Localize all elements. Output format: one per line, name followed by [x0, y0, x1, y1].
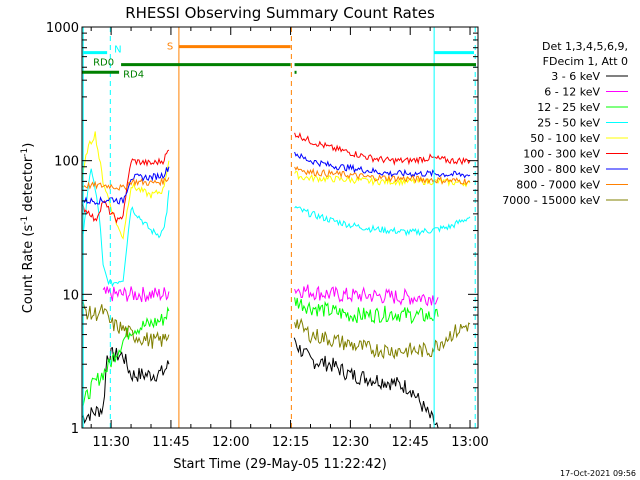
y-tick-label-1: 1 — [71, 422, 79, 437]
chart-title: RHESSI Observing Summary Count Rates — [125, 4, 435, 22]
legend-entry-5: 50 - 100 keV — [530, 132, 600, 145]
y-tick-label-2: 10 — [62, 288, 79, 303]
series-line-1-segment-1 — [81, 346, 170, 424]
series-line-8-segment-2 — [294, 165, 471, 186]
x-tick-label-6: 12:45 — [391, 435, 428, 450]
legend-entry-7: 300 - 800 keV — [523, 163, 600, 176]
series-line-5-segment-1 — [81, 131, 170, 240]
legend-entry-2: 6 - 12 keV — [544, 86, 600, 99]
legend-header-line-1: Det 1,3,4,5,6,9, — [542, 40, 628, 53]
legend-entry-4: 25 - 50 keV — [537, 117, 600, 130]
legend: Det 1,3,4,5,6,9, FDecim 1, Att 0 3 - 6 k… — [502, 40, 628, 207]
flag-label-rd0: RD0 — [93, 58, 114, 69]
flag-label-rd4: RD4 — [123, 69, 144, 80]
x-tick-label-1: 11:30 — [92, 435, 129, 450]
series-line-5-segment-2 — [294, 170, 471, 188]
footer-timestamp: 17-Oct-2021 09:56 — [560, 469, 636, 478]
series-line-7-segment-2 — [294, 151, 471, 179]
legend-entry-8: 800 - 7000 keV — [516, 179, 600, 192]
series-line-2-segment-2 — [294, 284, 439, 307]
x-tick-label-2: 11:45 — [152, 435, 189, 450]
series-line-6-segment-1 — [81, 149, 170, 224]
series-line-3-segment-2 — [294, 297, 439, 325]
series-line-4-segment-2 — [294, 205, 471, 237]
x-tick-label-5: 12:30 — [332, 435, 369, 450]
flag-label-n: N — [114, 45, 121, 56]
flag-label-s: S — [167, 42, 173, 53]
legend-entry-6: 100 - 300 keV — [523, 148, 600, 161]
x-tick-label-3: 12:00 — [212, 435, 249, 450]
series-line-8-segment-1 — [81, 177, 170, 191]
legend-entry-1: 3 - 6 keV — [551, 70, 600, 83]
x-tick-label-7: 13:00 — [451, 435, 488, 450]
x-tick-label-4: 12:15 — [272, 435, 309, 450]
series-line-1-segment-2 — [293, 337, 439, 429]
series-line-9-segment-2 — [294, 317, 471, 360]
plot-frame — [81, 26, 479, 429]
legend-entry-9: 7000 - 15000 keV — [502, 194, 600, 207]
series-line-2-segment-1 — [102, 286, 170, 303]
y-axis-label: Count Rate (s-1 detector-1) — [20, 143, 36, 314]
series-line-9-segment-1 — [81, 301, 170, 349]
y-tick-label-4: 1000 — [46, 21, 79, 36]
x-axis-label: Start Time (29-May-05 11:22:42) — [173, 457, 387, 472]
series-line-7-segment-1 — [81, 166, 170, 206]
legend-header-line-2: FDecim 1, Att 0 — [543, 55, 628, 68]
series-line-6-segment-2 — [294, 132, 471, 166]
y-tick-label-3: 100 — [54, 155, 79, 170]
legend-entry-3: 12 - 25 keV — [537, 101, 600, 114]
